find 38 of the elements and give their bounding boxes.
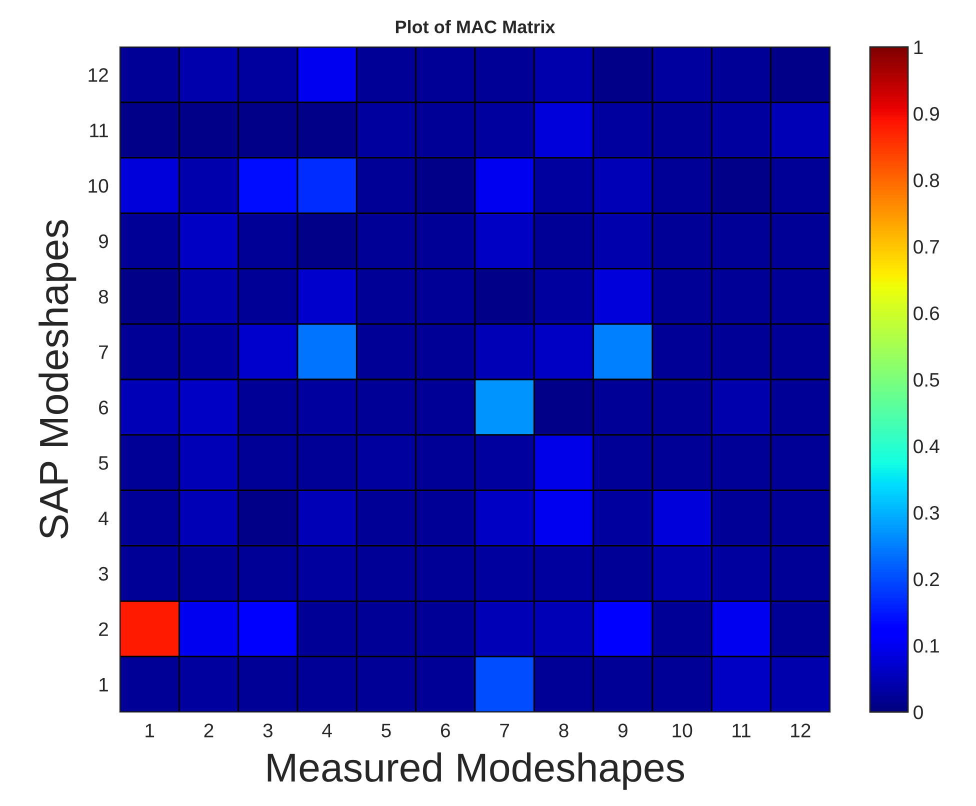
x-tick-label: 9 [618,724,628,738]
x-tick-label: 1 [146,724,154,738]
x-tick-label: 3 [263,724,272,738]
y-tick-label: 4 [98,512,108,526]
x-axis-title: Measured Modeshapes [268,752,684,790]
color-bar-label: 0.1 [914,638,939,653]
y-tick-label: 3 [98,566,108,581]
x-tick-label: 7 [500,724,510,738]
y-tick-label: 7 [99,345,108,359]
y-tick-label: 11 [90,124,108,138]
x-tick-label: 4 [322,724,332,738]
x-tick-label: 6 [441,724,450,738]
y-tick-label: 9 [98,234,108,248]
y-tick-label: 5 [98,456,108,470]
x-tick-label: 2 [204,724,214,738]
color-bar-label: 0.4 [914,439,940,454]
x-tick-label: 8 [559,724,568,738]
y-tick-label: 2 [99,622,108,636]
color-bar-label: 0.8 [914,173,940,188]
y-tick-label: 10 [88,179,108,193]
color-bar-label: 0.6 [914,306,940,320]
color-bar-label: 1 [914,40,923,54]
y-tick-label: 8 [98,290,108,304]
x-tick-label: 11 [732,724,750,738]
color-bar-label: 0 [914,705,923,720]
x-tick-label: 10 [672,724,692,738]
chart-title: Plot of MAC Matrix [396,20,556,34]
color-bar-label: 0.5 [914,372,940,387]
y-tick-label: 12 [88,68,108,82]
color-bar-label: 0.3 [914,506,940,520]
x-tick-label: 12 [791,724,810,738]
y-axis-title: SAP Modeshapes [38,220,76,539]
color-bar-label: 0.9 [914,106,939,121]
color-bar-label: 0.7 [914,240,939,254]
y-tick-label: 1 [100,678,108,692]
x-tick-label: 5 [382,724,391,738]
y-tick-label: 6 [99,400,108,414]
color-bar-label: 0.2 [914,572,939,586]
